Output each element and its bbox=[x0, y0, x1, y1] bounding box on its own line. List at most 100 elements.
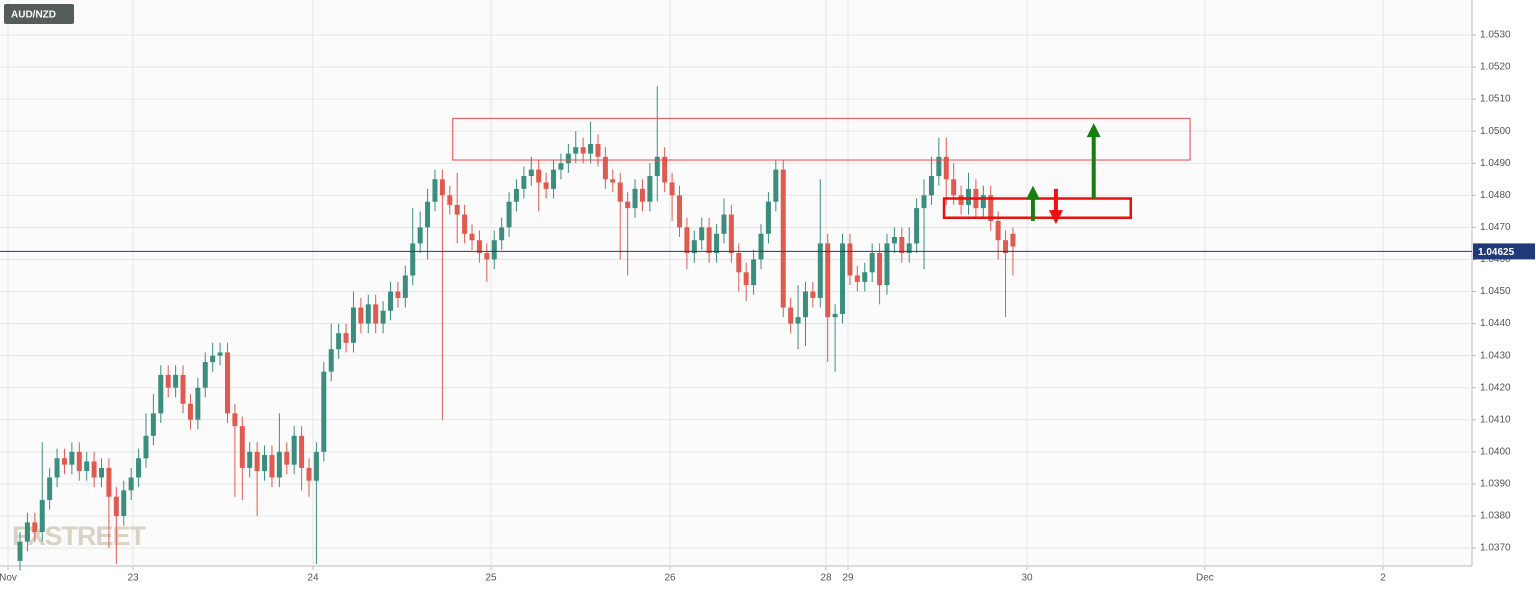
candle-body bbox=[454, 204, 460, 215]
candle-body bbox=[906, 243, 912, 254]
candle-body bbox=[847, 243, 853, 276]
candle-body bbox=[462, 214, 468, 234]
y-tick-label: 1.0430 bbox=[1480, 350, 1511, 361]
candle-body bbox=[832, 313, 838, 318]
candle-body bbox=[269, 455, 275, 478]
arrow-head bbox=[1025, 185, 1040, 200]
y-tick-label: 1.0450 bbox=[1480, 286, 1511, 297]
y-tick-label: 1.0470 bbox=[1480, 222, 1511, 233]
candle-body bbox=[432, 179, 438, 202]
y-tick-label: 1.0390 bbox=[1480, 479, 1511, 490]
candle-body bbox=[743, 272, 749, 286]
candle-body bbox=[921, 195, 927, 209]
y-tick-label: 1.0520 bbox=[1480, 62, 1511, 73]
candle-body bbox=[365, 304, 371, 324]
candle-body bbox=[76, 451, 82, 472]
candle-body bbox=[380, 310, 386, 324]
candle-body bbox=[914, 208, 920, 244]
y-tick-label: 1.0530 bbox=[1480, 30, 1511, 41]
candle-body bbox=[780, 169, 786, 308]
x-tick-label: 26 bbox=[664, 573, 676, 584]
y-tick-label: 1.0440 bbox=[1480, 318, 1511, 329]
candle-body bbox=[328, 349, 334, 372]
candle-body bbox=[691, 240, 697, 254]
candle-body bbox=[425, 201, 431, 228]
candle-body bbox=[877, 253, 883, 286]
candle-body bbox=[951, 179, 957, 196]
candle-body bbox=[891, 236, 897, 244]
candle-body bbox=[721, 214, 727, 234]
symbol: AUD/NZD bbox=[11, 10, 56, 21]
candle-body bbox=[521, 176, 527, 189]
candle-body bbox=[817, 243, 823, 298]
watermark: FXSTREET bbox=[12, 521, 147, 551]
y-tick-label: 1.0380 bbox=[1480, 511, 1511, 522]
candle-body bbox=[662, 156, 668, 183]
candle-body bbox=[24, 522, 30, 542]
candle-body bbox=[810, 291, 816, 298]
candle-body bbox=[684, 227, 690, 254]
candle-body bbox=[632, 188, 638, 209]
x-tick-label: Dec bbox=[1196, 573, 1214, 584]
arrow-head bbox=[1048, 210, 1063, 225]
candle-body bbox=[299, 435, 305, 468]
candle-body bbox=[625, 201, 631, 209]
candle-body bbox=[647, 176, 653, 202]
candle-body bbox=[840, 243, 846, 314]
candle-body bbox=[232, 413, 238, 427]
candle-body bbox=[39, 499, 45, 533]
candle-body bbox=[869, 253, 875, 273]
candle-body bbox=[802, 291, 808, 318]
candle-body bbox=[995, 220, 1001, 241]
candle-body bbox=[69, 451, 75, 465]
candle-body bbox=[276, 451, 282, 478]
candle-body bbox=[254, 451, 260, 472]
candle-body bbox=[825, 243, 831, 318]
candle-body bbox=[61, 458, 67, 465]
y-tick-label: 1.0370 bbox=[1480, 543, 1511, 554]
candle-body bbox=[543, 182, 549, 189]
candle-body bbox=[513, 188, 519, 202]
candle-body bbox=[113, 496, 119, 516]
candle-body bbox=[373, 304, 379, 324]
x-tick-label: 2 bbox=[1380, 573, 1386, 584]
candle-body bbox=[639, 188, 645, 202]
candle-body bbox=[358, 307, 364, 324]
candle-body bbox=[180, 374, 186, 404]
candle-body bbox=[395, 291, 401, 298]
candle-body bbox=[217, 352, 223, 356]
candle-body bbox=[558, 163, 564, 170]
candle-body bbox=[224, 352, 230, 414]
candle-body bbox=[595, 143, 601, 157]
candle-body bbox=[484, 253, 490, 260]
candle-body bbox=[980, 195, 986, 209]
candle-body bbox=[862, 272, 868, 282]
candle-body bbox=[1010, 233, 1016, 247]
candle-body bbox=[536, 169, 542, 183]
candle-body bbox=[32, 522, 38, 533]
price-label: 1.04625 bbox=[1478, 247, 1515, 258]
price-label-bg bbox=[1473, 243, 1535, 260]
candle-body bbox=[676, 195, 682, 228]
y-tick-label: 1.0460 bbox=[1480, 254, 1511, 265]
y-tick-label: 1.0410 bbox=[1480, 414, 1511, 425]
candle-body bbox=[617, 182, 623, 202]
candle-body bbox=[239, 426, 245, 468]
arrow-head bbox=[1086, 123, 1101, 138]
y-tick-label: 1.0420 bbox=[1480, 382, 1511, 393]
candle-body bbox=[654, 156, 660, 177]
candle-body bbox=[165, 374, 171, 388]
candle-body bbox=[528, 169, 534, 177]
candle-body bbox=[602, 156, 608, 180]
candle-body bbox=[573, 147, 579, 154]
candle-body bbox=[588, 143, 594, 154]
candle-body bbox=[669, 182, 675, 196]
candle-body bbox=[773, 169, 779, 202]
candle-body bbox=[262, 455, 268, 472]
candle-body bbox=[291, 435, 297, 465]
candle-body bbox=[195, 387, 201, 420]
x-tick-label: 24 bbox=[307, 573, 319, 584]
candle-body bbox=[476, 240, 482, 254]
candle-body bbox=[210, 355, 216, 363]
